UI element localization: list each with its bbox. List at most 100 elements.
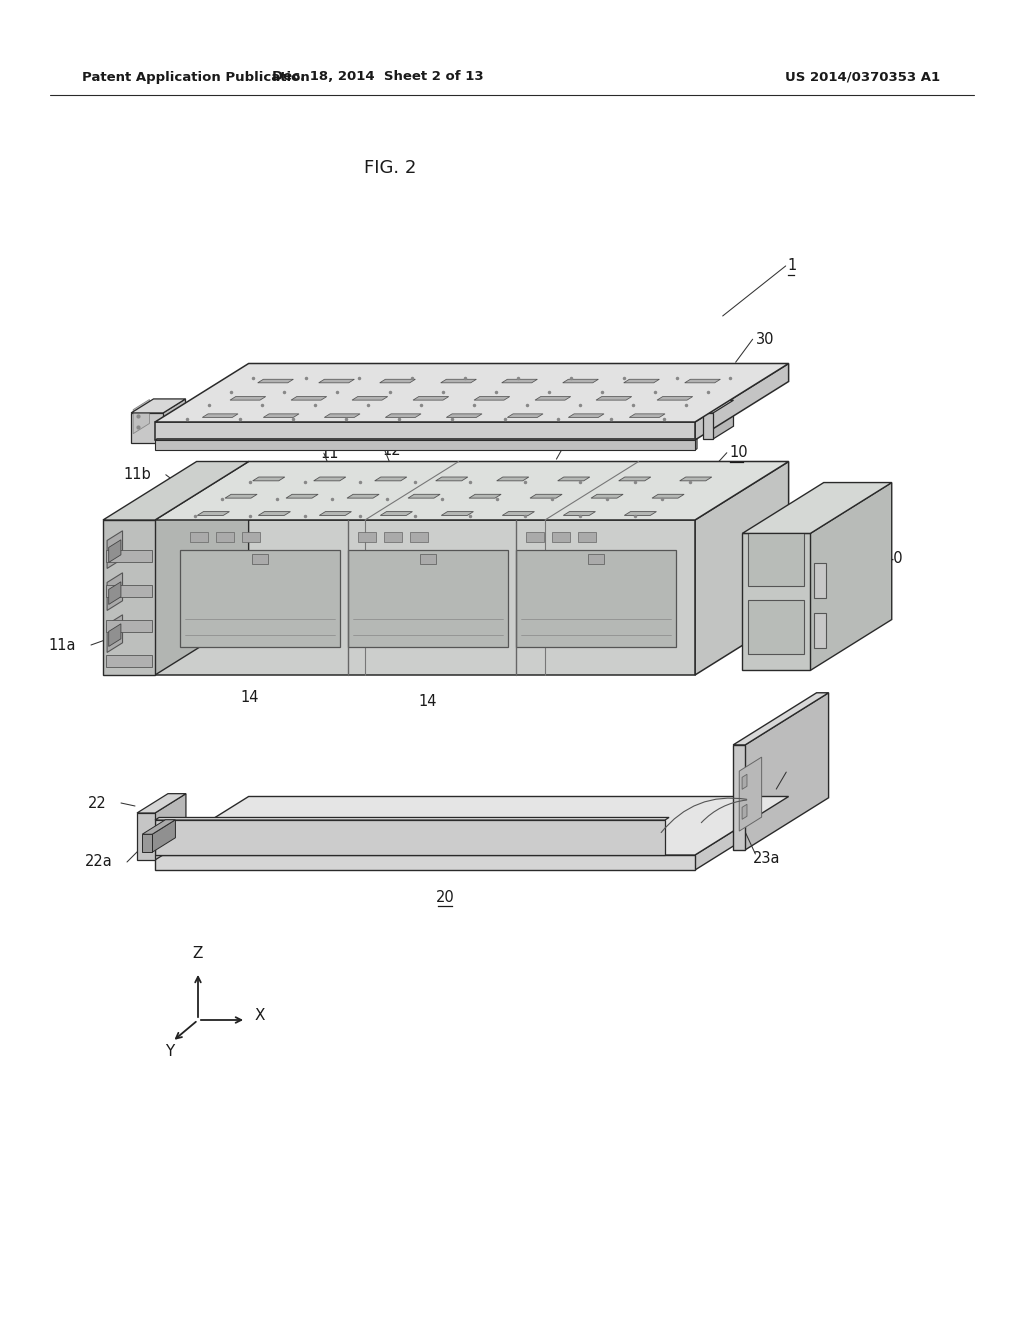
Polygon shape (291, 396, 327, 400)
Polygon shape (155, 520, 695, 675)
Text: Patent Application Publication: Patent Application Publication (82, 70, 309, 83)
Polygon shape (142, 834, 153, 853)
Polygon shape (503, 512, 535, 515)
Polygon shape (106, 655, 152, 667)
Polygon shape (742, 804, 746, 820)
Polygon shape (446, 414, 482, 417)
Polygon shape (106, 620, 152, 632)
Polygon shape (155, 796, 788, 855)
Polygon shape (410, 532, 428, 543)
Polygon shape (253, 477, 285, 480)
Polygon shape (108, 573, 123, 610)
Polygon shape (507, 414, 543, 417)
Polygon shape (474, 396, 510, 400)
Polygon shape (413, 396, 449, 400)
Polygon shape (558, 477, 590, 480)
Polygon shape (348, 550, 508, 647)
Polygon shape (198, 512, 229, 515)
Text: 10: 10 (730, 445, 749, 461)
Polygon shape (155, 363, 788, 422)
Polygon shape (325, 414, 360, 417)
Polygon shape (133, 400, 150, 434)
Text: 11a: 11a (48, 638, 76, 652)
Polygon shape (526, 532, 544, 543)
Text: Z: Z (193, 946, 203, 961)
Polygon shape (618, 477, 651, 480)
Polygon shape (103, 520, 155, 675)
Text: 11b: 11b (124, 467, 152, 482)
Polygon shape (313, 477, 346, 480)
Polygon shape (440, 379, 476, 383)
Polygon shape (680, 477, 712, 480)
Polygon shape (435, 477, 468, 480)
Text: 23: 23 (790, 764, 808, 780)
Polygon shape (137, 793, 186, 813)
Polygon shape (155, 820, 665, 855)
Text: 23a: 23a (753, 850, 780, 866)
Text: 13: 13 (571, 429, 590, 444)
Polygon shape (568, 414, 604, 417)
Polygon shape (137, 813, 155, 861)
Polygon shape (695, 363, 788, 440)
Polygon shape (180, 550, 340, 647)
Polygon shape (109, 582, 121, 605)
Polygon shape (131, 413, 163, 444)
Text: 22a: 22a (85, 854, 113, 870)
Text: 14: 14 (419, 694, 437, 710)
Polygon shape (190, 532, 208, 543)
Polygon shape (733, 744, 745, 850)
Text: 11: 11 (321, 446, 339, 461)
Polygon shape (142, 820, 175, 834)
Polygon shape (347, 494, 379, 498)
Polygon shape (109, 624, 121, 647)
Polygon shape (108, 615, 123, 652)
Polygon shape (742, 533, 810, 671)
Polygon shape (258, 379, 294, 383)
Polygon shape (155, 462, 249, 675)
Polygon shape (358, 532, 376, 543)
Polygon shape (703, 413, 713, 440)
Polygon shape (588, 554, 604, 564)
Polygon shape (103, 462, 249, 520)
Polygon shape (242, 532, 260, 543)
Polygon shape (695, 796, 788, 870)
Polygon shape (155, 462, 788, 520)
Polygon shape (106, 585, 152, 597)
Polygon shape (203, 414, 238, 417)
Polygon shape (109, 540, 121, 562)
Text: 12: 12 (382, 444, 400, 458)
Polygon shape (563, 512, 595, 515)
Text: 30: 30 (756, 331, 774, 347)
Polygon shape (596, 396, 632, 400)
Polygon shape (516, 550, 676, 647)
Polygon shape (155, 793, 186, 861)
Polygon shape (530, 494, 562, 498)
Polygon shape (578, 532, 596, 543)
Polygon shape (131, 399, 185, 413)
Text: Dec. 18, 2014  Sheet 2 of 13: Dec. 18, 2014 Sheet 2 of 13 (272, 70, 483, 83)
Polygon shape (625, 512, 656, 515)
Polygon shape (742, 483, 892, 533)
Polygon shape (624, 379, 659, 383)
Polygon shape (502, 379, 538, 383)
Polygon shape (497, 477, 528, 480)
Polygon shape (106, 550, 152, 562)
Polygon shape (703, 400, 733, 413)
Polygon shape (225, 494, 257, 498)
Polygon shape (591, 494, 624, 498)
Polygon shape (441, 512, 473, 515)
Polygon shape (380, 379, 416, 383)
Polygon shape (286, 494, 318, 498)
Polygon shape (352, 396, 388, 400)
Polygon shape (252, 554, 268, 564)
Polygon shape (258, 512, 291, 515)
Polygon shape (535, 396, 570, 400)
Polygon shape (810, 483, 892, 671)
Polygon shape (713, 400, 733, 440)
Polygon shape (216, 532, 234, 543)
Text: FIG. 2: FIG. 2 (364, 158, 416, 177)
Polygon shape (733, 693, 828, 744)
Polygon shape (163, 399, 185, 444)
Polygon shape (657, 396, 692, 400)
Polygon shape (230, 396, 265, 400)
